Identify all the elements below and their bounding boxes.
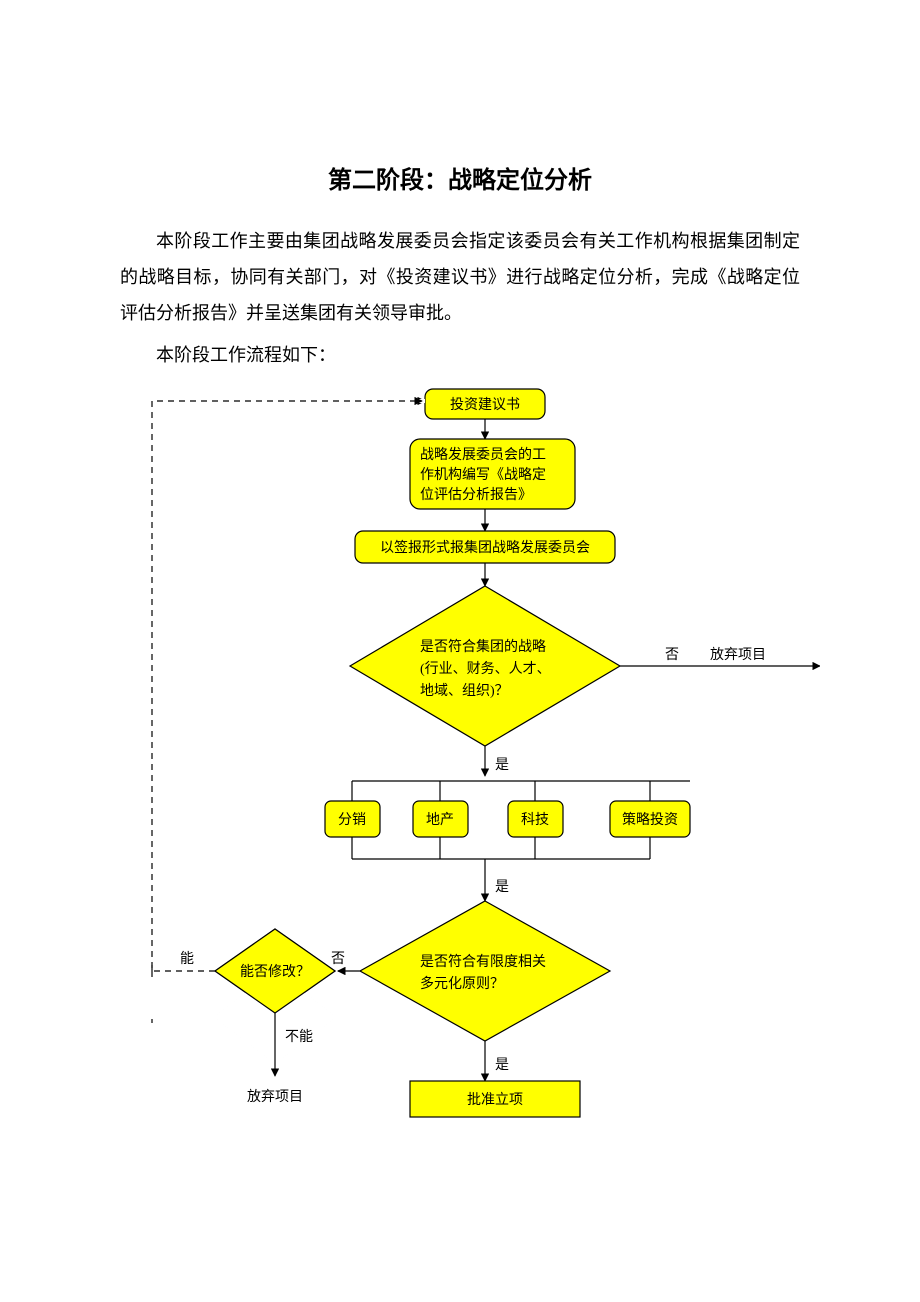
edge-feedback-dashed-final xyxy=(152,401,422,971)
label-d1-no: 否 xyxy=(665,648,679,663)
decision-strategy-fit-l2: (行业、财务、人才、 xyxy=(420,661,551,677)
node-cat-distribution-label: 分销 xyxy=(338,812,366,828)
decision-diversification-l2: 多元化原则？ xyxy=(420,975,504,992)
label-d1-yes: 是 xyxy=(495,758,509,773)
label-d2-yes: 是 xyxy=(495,1058,509,1073)
node-cat-tech-label: 科技 xyxy=(521,812,549,828)
decision-can-modify-label: 能否修改？ xyxy=(240,964,310,980)
node-write-report-l2: 作机构编写《战略定 xyxy=(420,467,546,483)
node-approve-label: 批准立项 xyxy=(467,1092,523,1108)
label-d2-no: 否 xyxy=(331,952,345,967)
node-write-report-l1: 战略发展委员会的工 xyxy=(420,447,546,463)
label-d3-abandon: 放弃项目 xyxy=(247,1089,303,1105)
decision-strategy-fit-l3: 地域、组织)？ xyxy=(420,683,509,699)
flowchart-svg: 投资建议书 战略发展委员会的工 作机构编写《战略定 位评估分析报告》 以签报形式… xyxy=(120,381,820,1141)
label-d3-cannot: 不能 xyxy=(285,1029,313,1045)
page-title: 第二阶段：战略定位分析 xyxy=(120,160,800,195)
paragraph-intro: 本阶段工作主要由集团战略发展委员会指定该委员会有关工作机构根据集团制定的战略目标… xyxy=(120,223,800,331)
label-gather-yes: 是 xyxy=(495,880,509,895)
node-submit-committee-label: 以签报形式报集团战略发展委员会 xyxy=(380,539,590,556)
label-d3-can: 能 xyxy=(180,951,194,967)
node-cat-realestate-label: 地产 xyxy=(426,812,454,828)
node-cat-strategic-label: 策略投资 xyxy=(622,811,678,828)
edge-feedback-dashed xyxy=(152,401,425,1017)
decision-strategy-fit-l1: 是否符合集团的战略 xyxy=(420,638,546,655)
node-invest-proposal-label: 投资建议书 xyxy=(450,397,520,413)
cover-dash xyxy=(152,401,425,1017)
label-d1-abandon: 放弃项目 xyxy=(710,647,766,663)
node-write-report-l3: 位评估分析报告》 xyxy=(420,487,532,503)
flowchart: 投资建议书 战略发展委员会的工 作机构编写《战略定 位评估分析报告》 以签报形式… xyxy=(120,381,800,1141)
decision-diversification-l1: 是否符合有限度相关 xyxy=(420,954,546,970)
paragraph-flow-lead: 本阶段工作流程如下： xyxy=(120,337,800,373)
decision-diversification xyxy=(360,901,610,1041)
